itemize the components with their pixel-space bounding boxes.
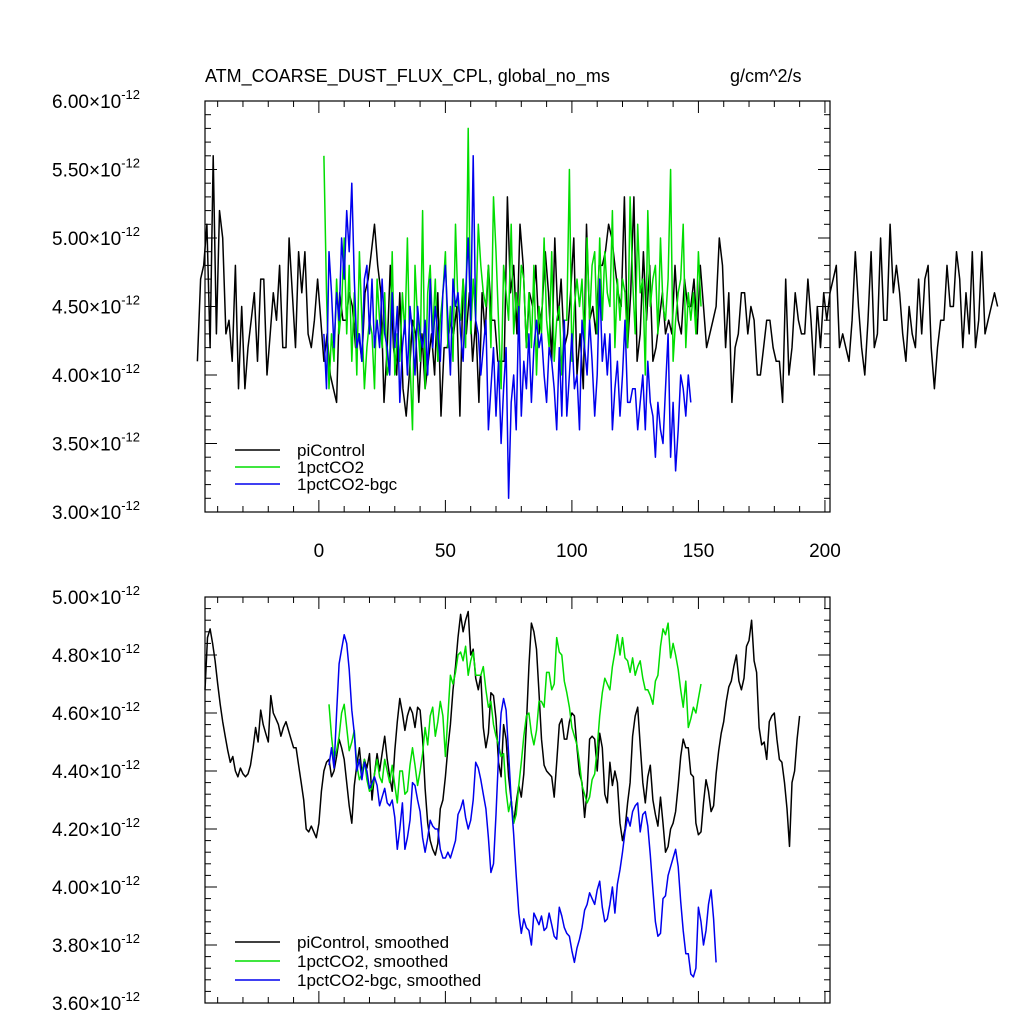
y-tick-label: 5.00×10-12 [52,583,140,609]
y-tick-label: 4.00×10-12 [52,361,140,387]
legend-label: 1pctCO2-bgc [297,475,398,494]
bottom-panel: 3.60×10-12 3.80×10-12 4.00×10-12 4.20×10-12… [52,583,831,1015]
y-tick-label: 4.40×10-12 [52,757,140,783]
series-line-picontrol-smoothed [204,610,801,856]
x-tick-label: 200 [809,541,841,562]
plot-frame [204,596,831,1004]
y-tick-label: 4.80×10-12 [52,641,140,667]
series-line-1pctco2-bgc-smoothed [328,633,717,978]
x-tick-label: 100 [556,541,588,562]
y-tick-label: 3.50×10-12 [52,430,140,456]
y-tick-label: 6.00×10-12 [52,87,140,113]
top-panel: 0 50 100 150 200 3.00×10-12 3.50×10-12 4.00×10-… [52,87,999,562]
figure-units: g/cm^2/s [730,66,801,86]
legend-label: 1pctCO2 [297,458,364,477]
y-tick-label: 4.00×10-12 [52,873,140,899]
series-line-1pctco2-smoothed [328,622,702,824]
y-tick-label: 5.50×10-12 [52,156,140,182]
figure-title: ATM_COARSE_DUST_FLUX_CPL, global_no_ms [205,66,610,87]
x-tick-label: 0 [314,541,325,562]
y-tick-label: 3.80×10-12 [52,931,140,957]
y-tick-label: 4.50×10-12 [52,293,140,319]
series-line-1pctco2 [323,127,702,431]
y-tick-label: 5.00×10-12 [52,224,140,250]
x-tick-label: 50 [435,541,456,562]
legend-label: piControl, smoothed [297,933,449,952]
y-tick-label: 4.60×10-12 [52,699,140,725]
y-tick-label: 4.20×10-12 [52,815,140,841]
x-tick-label: 150 [683,541,715,562]
legend-label: 1pctCO2-bgc, smoothed [297,971,481,990]
legend-label: 1pctCO2, smoothed [297,952,448,971]
series-line-1pctco2-bgc [323,155,692,500]
y-tick-label: 3.00×10-12 [52,498,140,524]
legend-label: piControl [297,441,365,460]
y-tick-label: 3.60×10-12 [52,989,140,1015]
